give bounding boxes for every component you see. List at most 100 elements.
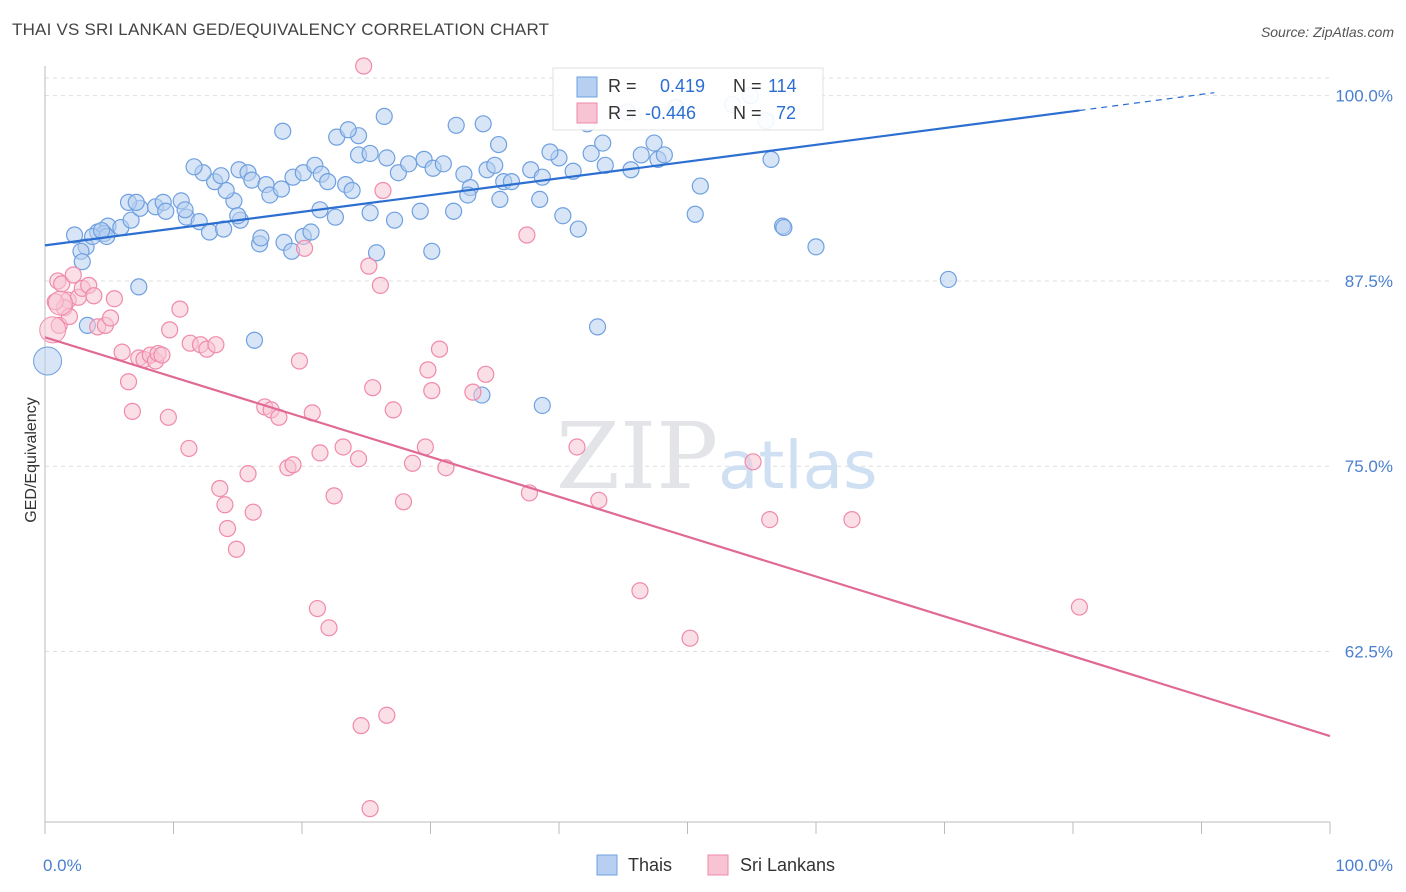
srilankan-point bbox=[119, 373, 138, 391]
srilankan-point bbox=[378, 706, 396, 724]
thai-point bbox=[378, 149, 396, 167]
thai-point bbox=[474, 115, 492, 133]
thai-point bbox=[533, 168, 551, 186]
thais-trend-extension bbox=[1079, 92, 1215, 112]
srilankan-point bbox=[295, 239, 314, 257]
thai-point bbox=[73, 253, 91, 271]
thai-point bbox=[569, 220, 587, 238]
thai-point bbox=[385, 211, 404, 229]
thai-point bbox=[361, 144, 379, 163]
y-tick-label: 62.5% bbox=[1345, 643, 1393, 662]
thai-point bbox=[319, 173, 337, 191]
chart-title: THAI VS SRI LANKAN GED/EQUIVALENCY CORRE… bbox=[12, 20, 550, 39]
trend-layer bbox=[44, 92, 1331, 738]
thai-point bbox=[486, 156, 504, 174]
legend-r-value: 0.419 bbox=[660, 76, 705, 96]
srilankan-point bbox=[360, 257, 378, 275]
thai-point bbox=[423, 242, 441, 260]
srilankan-point bbox=[161, 321, 179, 339]
srilankan-point bbox=[384, 401, 402, 419]
srilankan-point bbox=[159, 408, 177, 426]
y-tick-labels: 100.0% 87.5% 75.0% 62.5% bbox=[1335, 87, 1393, 662]
thai-point bbox=[274, 122, 292, 140]
srilankan-point bbox=[403, 454, 422, 472]
srilankan-point bbox=[308, 599, 327, 618]
thai-point bbox=[762, 150, 780, 168]
srilankan-point bbox=[227, 540, 246, 558]
legend-n-label: N = bbox=[733, 103, 762, 123]
thai-point bbox=[434, 155, 452, 173]
legend-r-label: R = bbox=[608, 103, 637, 123]
axis-layer bbox=[44, 66, 1331, 834]
srilankan-point bbox=[352, 717, 370, 735]
srilankan-point bbox=[631, 582, 649, 600]
srilankan-point bbox=[761, 510, 779, 529]
y-tick-label: 87.5% bbox=[1345, 272, 1393, 291]
thai-point bbox=[588, 318, 607, 336]
srilankan-point bbox=[349, 450, 368, 468]
thai-point bbox=[582, 144, 600, 163]
srilankan-point bbox=[171, 300, 189, 318]
thai-point bbox=[502, 173, 521, 191]
thai-point bbox=[185, 158, 203, 176]
legend-label-thais: Thais bbox=[628, 855, 672, 875]
thais-trend-line bbox=[44, 109, 1080, 247]
thai-point bbox=[807, 238, 825, 256]
srilankan-point bbox=[216, 496, 234, 514]
thai-point bbox=[243, 171, 261, 189]
srilankan-point bbox=[325, 487, 343, 505]
thai-point bbox=[367, 244, 386, 262]
srilankan-point bbox=[374, 181, 392, 200]
srilankan-point bbox=[1070, 598, 1089, 616]
thai-point bbox=[176, 201, 194, 219]
srilankan-point bbox=[180, 439, 198, 458]
y-axis-label: GED/Equivalency bbox=[23, 397, 40, 522]
srilankan-point bbox=[101, 309, 120, 327]
thai-point bbox=[541, 143, 559, 161]
srilankan-point bbox=[311, 444, 329, 462]
srilankan-point bbox=[105, 290, 123, 308]
thai-point bbox=[445, 202, 463, 220]
thai-point bbox=[157, 202, 175, 220]
thai-point bbox=[533, 396, 551, 415]
thai-point bbox=[490, 135, 508, 154]
thai-point bbox=[531, 190, 549, 209]
y-tick-label: 75.0% bbox=[1345, 457, 1393, 476]
thai-point bbox=[200, 223, 219, 241]
thai-point bbox=[339, 121, 357, 139]
thai-point bbox=[130, 278, 148, 296]
srilankan-point bbox=[211, 479, 229, 498]
srilankan-point bbox=[153, 346, 171, 364]
thai-point bbox=[302, 223, 320, 241]
srilankan-point bbox=[39, 316, 67, 344]
watermark: ZIP atlas bbox=[556, 403, 878, 510]
srilankan-point bbox=[334, 438, 352, 456]
thai-point bbox=[92, 221, 111, 240]
thai-point bbox=[343, 181, 361, 200]
thai-point bbox=[65, 226, 84, 244]
srilankan-point bbox=[371, 276, 389, 294]
srilankan-point bbox=[64, 266, 82, 284]
srilankan-point bbox=[290, 352, 309, 370]
legend-r-label: R = bbox=[608, 76, 637, 96]
srilankan-point bbox=[518, 226, 536, 244]
watermark-atlas: atlas bbox=[718, 427, 878, 504]
thai-point bbox=[691, 177, 709, 195]
thai-point bbox=[326, 208, 345, 226]
thai-point bbox=[632, 146, 650, 164]
thai-point bbox=[554, 207, 572, 225]
thai-point bbox=[252, 229, 270, 247]
thai-point bbox=[447, 116, 465, 134]
srilankan-point bbox=[284, 456, 302, 474]
srilankan-point bbox=[123, 402, 141, 420]
srilankan-point bbox=[207, 336, 225, 354]
thai-point bbox=[645, 134, 663, 152]
legend-n-value: 72 bbox=[776, 103, 796, 123]
srilankan-point bbox=[85, 287, 103, 305]
thai-point bbox=[375, 107, 393, 126]
legend-label-srilankans: Sri Lankans bbox=[740, 855, 835, 875]
srilankan-point bbox=[477, 365, 495, 383]
thai-point bbox=[594, 134, 612, 152]
source-label: Source: ZipAtlas.com bbox=[1260, 24, 1394, 40]
